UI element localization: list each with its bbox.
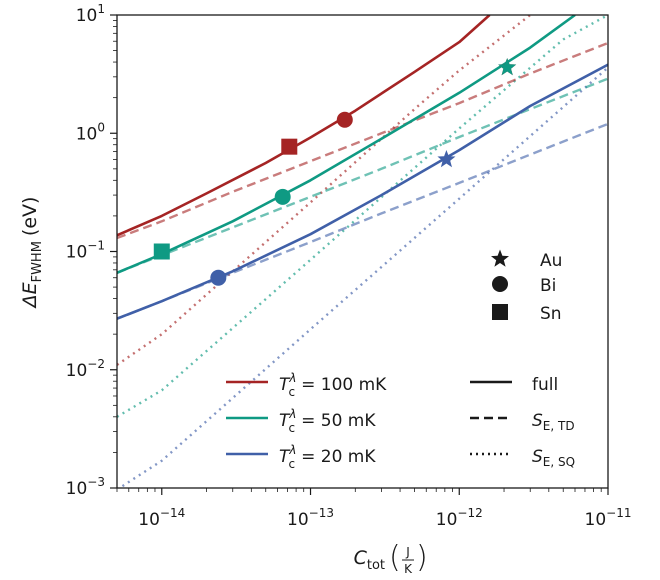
series-legend: Tλ c = 100 mK Tλ c = 50 mK Tλ c = 20 mK full S… <box>226 371 575 471</box>
marker-au-20-mk <box>437 150 456 168</box>
marker-sn-50-mk <box>153 243 170 260</box>
x-axis-unit-close-paren: ) <box>416 540 428 575</box>
marker-au-50-mk <box>498 58 517 76</box>
legend-value-20mk: = 20 mK <box>301 447 376 467</box>
series-layer <box>117 15 608 488</box>
series-20-mk-full-line <box>117 63 608 320</box>
marker-legend-sn-symbol <box>492 304 508 320</box>
x-axis-unit: ( J K ) <box>389 540 428 576</box>
legend-sub-20mk: c <box>289 457 296 471</box>
legend-value-50mk: = 50 mK <box>301 411 376 431</box>
x-axis-unit-denominator: K <box>404 562 413 576</box>
axis-layer: 10−14 10−13 10−12 10−11 10−3 10−2 10−1 100 101 <box>66 2 632 530</box>
marker-sn-100-mk <box>281 138 298 155</box>
marker-legend-label-bi: Bi <box>540 276 556 296</box>
legend-symbol-100mk: T <box>279 375 291 395</box>
legend-sq-sub: E, SQ <box>543 455 575 469</box>
legend-label-td: SE, TD <box>532 411 575 433</box>
y-axis-label: ΔEFWHM (eV) <box>19 197 45 310</box>
y-tick-label: 101 <box>76 2 105 26</box>
y-tick-label: 10−1 <box>66 239 105 263</box>
marker-legend-bi-symbol <box>492 276 508 292</box>
legend-label-20mk: Tλ c = 20 mK <box>279 443 376 471</box>
legend-value-100mk: = 100 mK <box>301 375 387 395</box>
series-50-mk-td-line <box>117 77 608 274</box>
marker-legend-label-sn: Sn <box>540 304 562 324</box>
legend-td-sub: E, TD <box>543 419 575 433</box>
legend-sup-50mk: λ <box>288 407 296 421</box>
y-axis-label-unit: (eV) <box>19 197 41 237</box>
legend-symbol-50mk: T <box>279 411 291 431</box>
legend-label-100mk: Tλ c = 100 mK <box>279 371 387 399</box>
x-axis-label: Ctot <box>354 547 385 573</box>
legend-label-sq: SE, SQ <box>532 447 575 469</box>
y-axis-label-sub: FWHM <box>30 241 45 282</box>
series-100-mk-td-line <box>117 41 608 240</box>
y-tick-label: 10−3 <box>66 475 105 499</box>
legend-sq-main: S <box>532 447 543 467</box>
x-axis-unit-open-paren: ( <box>389 540 401 575</box>
y-tick-label: 10−2 <box>66 357 105 381</box>
marker-bi-100-mk <box>336 111 353 128</box>
x-axis-unit-numerator: J <box>405 545 410 559</box>
x-tick-label: 10−11 <box>585 506 632 530</box>
series-50-mk-full-line <box>117 15 576 274</box>
marker-layer <box>153 58 517 286</box>
x-axis-label-sub: tot <box>367 558 385 573</box>
legend-sup-20mk: λ <box>288 443 296 457</box>
x-tick-label: 10−14 <box>138 506 185 530</box>
legend-symbol-20mk: T <box>279 447 291 467</box>
series-100-mk-full-line <box>117 15 491 237</box>
legend-label-50mk: Tλ c = 50 mK <box>279 407 376 435</box>
marker-legend: Au Bi Sn <box>491 249 562 324</box>
legend-sup-100mk: λ <box>288 371 296 385</box>
y-axis-label-main: ΔE <box>19 282 41 309</box>
marker-bi-50-mk <box>274 188 291 205</box>
x-tick-label: 10−12 <box>436 506 483 530</box>
x-axis-label-main: C <box>354 547 368 569</box>
marker-legend-au-symbol <box>491 249 509 267</box>
legend-sub-100mk: c <box>289 385 296 399</box>
x-tick-label: 10−13 <box>287 506 334 530</box>
legend-sub-50mk: c <box>289 421 296 435</box>
marker-bi-20-mk <box>210 269 227 286</box>
marker-legend-label-au: Au <box>540 251 562 271</box>
legend-label-full: full <box>532 375 558 395</box>
legend-td-main: S <box>532 411 543 431</box>
y-tick-label: 100 <box>76 120 105 144</box>
